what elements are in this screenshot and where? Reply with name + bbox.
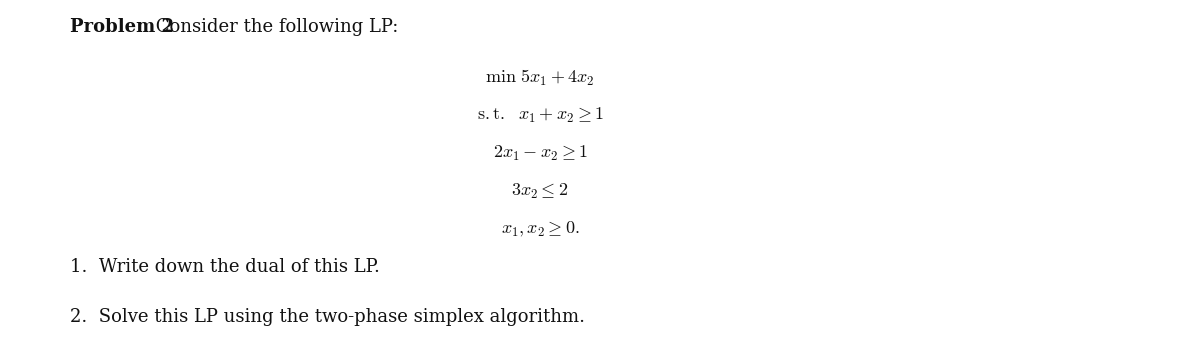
Text: 2.  Solve this LP using the two-phase simplex algorithm.: 2. Solve this LP using the two-phase sim… — [70, 308, 586, 326]
Text: $\min\ 5x_1 + 4x_2$: $\min\ 5x_1 + 4x_2$ — [485, 68, 595, 88]
Text: $2x_1 - x_2 \geq 1$: $2x_1 - x_2 \geq 1$ — [492, 144, 588, 163]
Text: $\mathrm{s.t.}\ \ x_1 + x_2 \geq 1$: $\mathrm{s.t.}\ \ x_1 + x_2 \geq 1$ — [476, 106, 604, 125]
Text: Consider the following LP:: Consider the following LP: — [150, 18, 398, 36]
Text: 1.  Write down the dual of this LP.: 1. Write down the dual of this LP. — [70, 258, 380, 276]
Text: Problem 2: Problem 2 — [70, 18, 174, 36]
Text: $x_1, x_2 \geq 0.$: $x_1, x_2 \geq 0.$ — [500, 220, 580, 239]
Text: $3x_2 \leq 2$: $3x_2 \leq 2$ — [511, 182, 569, 201]
